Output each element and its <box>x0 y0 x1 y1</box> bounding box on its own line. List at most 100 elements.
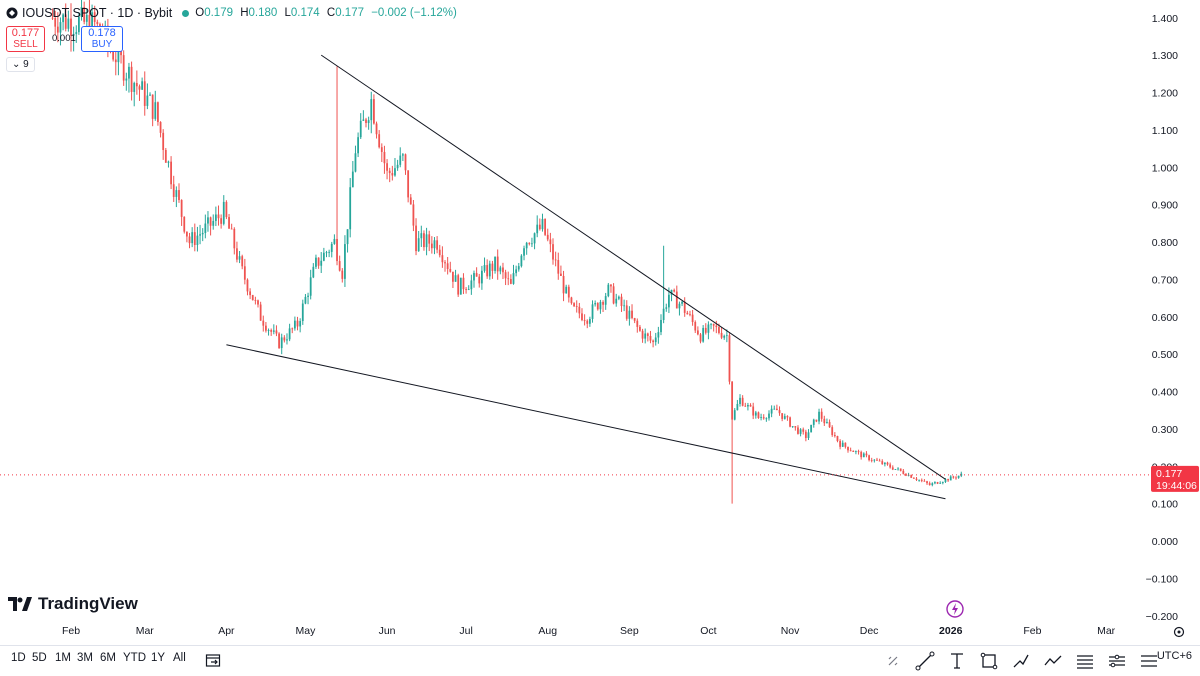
candle-body <box>478 276 481 284</box>
candle-body <box>333 238 336 244</box>
buy-button[interactable]: 0.178 BUY <box>81 26 123 52</box>
indicators-count: 9 <box>23 59 29 70</box>
range-button-all[interactable]: All <box>173 652 186 664</box>
candle-body <box>499 267 502 272</box>
text-cursor-tool-icon[interactable] <box>946 650 968 672</box>
brush-tool-icon[interactable] <box>1010 650 1032 672</box>
path-tool-icon[interactable] <box>1042 650 1064 672</box>
symbol-title[interactable]: IOUSDT SPOT · 1D · Bybit <box>22 6 173 20</box>
candle-body <box>691 314 694 323</box>
timezone-button[interactable]: UTC+6 <box>1156 650 1192 662</box>
candle-body <box>670 289 673 295</box>
range-button-3m[interactable]: 3M <box>77 652 93 664</box>
candle-body <box>125 78 128 81</box>
price-axis[interactable]: 1.400 1.300 1.200 1.100 1.000 0.900 0.800 0.700… <box>1146 13 1179 623</box>
y-tick-label: 1.300 <box>1152 50 1178 62</box>
candle-body <box>293 320 296 329</box>
last-price-tag-price: 0.177 <box>1156 468 1182 480</box>
candle-body <box>804 431 807 438</box>
trendline-tool-icon[interactable] <box>914 650 936 672</box>
candle-body <box>462 277 465 290</box>
bottom-toolbar: 1D 5D 1M 3M 6M YTD 1Y All <box>0 645 1200 676</box>
candle-body <box>207 217 209 224</box>
candle-body <box>941 481 944 483</box>
candle-body <box>791 426 794 427</box>
y-tick-label: 0.000 <box>1152 536 1178 548</box>
range-button-5d[interactable]: 5D <box>32 652 47 664</box>
time-axis[interactable]: Feb Mar Apr May Jun Jul Aug Sep Oct Nov Dec 2026 Feb… <box>62 625 1116 637</box>
candle-body <box>517 266 520 270</box>
x-tick-label: Feb <box>62 625 80 637</box>
range-button-1d[interactable]: 1D <box>11 652 26 664</box>
range-button-1m[interactable]: 1M <box>55 652 71 664</box>
candle-body <box>196 235 199 245</box>
candle-body <box>731 381 734 420</box>
candle-body <box>238 256 241 260</box>
candle-body <box>952 476 955 478</box>
candle-body <box>936 482 939 484</box>
candle-body <box>876 459 878 461</box>
candle-body <box>275 330 278 334</box>
candle-body <box>794 426 797 428</box>
collapse-tools-icon[interactable] <box>882 650 904 672</box>
measure-tool-icon[interactable] <box>1138 650 1160 672</box>
candle-body <box>257 300 259 305</box>
calendar-range-icon[interactable] <box>205 652 221 668</box>
candle-body <box>733 410 736 420</box>
candle-body <box>201 232 204 235</box>
candle-body <box>473 273 475 281</box>
last-price-tag-countdown: 19:44:06 <box>1156 480 1197 492</box>
candle-body <box>696 330 699 335</box>
candle-body <box>955 477 957 479</box>
range-button-1y[interactable]: 1Y <box>151 652 166 664</box>
range-button-ytd[interactable]: YTD <box>123 652 146 664</box>
candle-body <box>317 257 320 266</box>
x-tick-label: 2026 <box>939 625 963 637</box>
indicators-toggle[interactable]: ⌄ 9 <box>6 57 35 72</box>
x-tick-label: Nov <box>781 625 800 637</box>
y-tick-label: 0.600 <box>1152 312 1178 324</box>
candle-body <box>923 480 926 482</box>
pattern-tool-icon[interactable] <box>1106 650 1128 672</box>
candle-body <box>170 161 172 185</box>
rectangle-tool-icon[interactable] <box>978 650 1000 672</box>
candle-body <box>415 225 417 252</box>
candle-body <box>199 234 201 236</box>
sell-button[interactable]: 0.177 SELL <box>6 26 45 52</box>
candle-body <box>220 218 223 224</box>
candle-body <box>225 201 228 218</box>
candle-body <box>212 220 215 226</box>
candle-body <box>354 153 357 172</box>
candle-body <box>483 265 486 271</box>
tradingview-logo[interactable]: TradingView <box>8 594 138 614</box>
candle-body <box>233 228 236 249</box>
candle-body <box>765 418 768 420</box>
candle-body <box>430 243 433 249</box>
settings-gear-icon[interactable] <box>1173 626 1185 638</box>
candle-body <box>383 151 386 164</box>
candle-body <box>62 14 64 23</box>
price-chart[interactable]: 1.400 1.300 1.200 1.100 1.000 0.900 0.800 0.700… <box>0 0 1200 645</box>
candle-body <box>899 468 902 471</box>
candle-body <box>868 455 870 461</box>
range-button-6m[interactable]: 6M <box>100 652 116 664</box>
candle-body <box>686 312 689 315</box>
candle-body <box>541 218 544 230</box>
candle-body <box>523 248 525 256</box>
candle-body <box>272 330 275 332</box>
lightning-icon[interactable] <box>946 600 964 618</box>
x-tick-label: Feb <box>1023 625 1041 637</box>
candle-body <box>615 298 618 304</box>
candle-body <box>75 32 78 34</box>
candle-body <box>768 413 770 419</box>
candle-body <box>631 310 633 319</box>
candle-body <box>378 134 381 148</box>
fib-tool-icon[interactable] <box>1074 650 1096 672</box>
candle-body <box>636 320 639 327</box>
candle-body <box>175 190 178 197</box>
brand-name: TradingView <box>38 594 138 613</box>
candle-body <box>741 397 744 406</box>
candle-body <box>236 248 238 260</box>
candle-body <box>944 479 947 482</box>
candle-body <box>396 164 399 169</box>
